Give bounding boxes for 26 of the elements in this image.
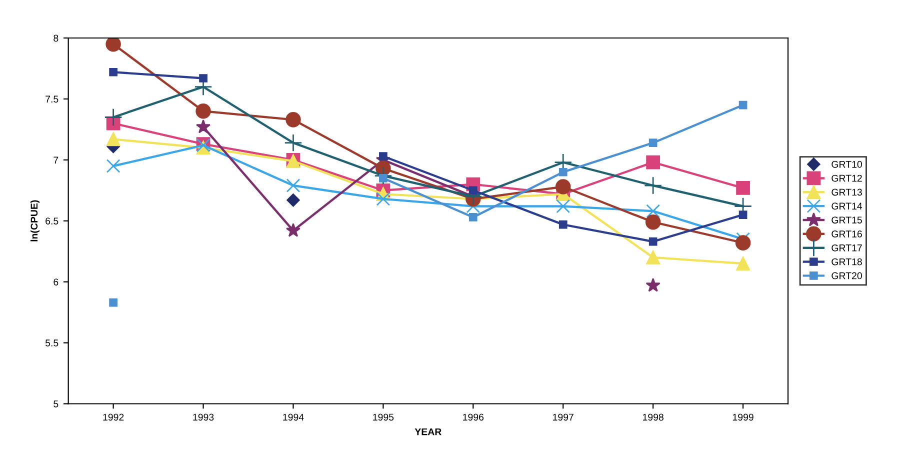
y-tick-label: 6 xyxy=(54,278,58,286)
legend-label: GRT20 xyxy=(832,272,862,280)
legend-label: GRT10 xyxy=(832,160,862,168)
legend-label: GRT12 xyxy=(832,174,862,182)
y-tick-label: 7.5 xyxy=(46,96,58,103)
x-tick-label: 1998 xyxy=(643,414,664,421)
y-tick-label: 8 xyxy=(54,34,58,42)
y-tick-label: 5.5 xyxy=(45,340,58,346)
x-tick-label: 1994 xyxy=(283,414,304,421)
legend-label: GRT17 xyxy=(832,244,862,252)
y-tick-label: 7 xyxy=(54,156,58,164)
x-tick-label: 1999 xyxy=(732,414,754,421)
x-tick-label: 1997 xyxy=(553,414,574,421)
x-tick-label: 1996 xyxy=(463,414,484,421)
legend-label: GRT18 xyxy=(832,258,862,266)
legend-label: GRT16 xyxy=(832,230,862,238)
legend-label: GRT14 xyxy=(832,202,862,210)
legend-label: GRT13 xyxy=(832,188,862,196)
y-axis-title: ln(CPUE) xyxy=(30,200,40,242)
x-tick-label: 1992 xyxy=(103,414,124,421)
y-tick-label: 5 xyxy=(54,400,58,408)
x-tick-label: 1993 xyxy=(193,414,214,421)
x-axis-title: YEAR xyxy=(414,428,442,436)
legend-label: GRT15 xyxy=(832,216,862,224)
y-tick-label: 6.5 xyxy=(46,218,58,224)
x-tick-label: 1995 xyxy=(373,414,394,421)
